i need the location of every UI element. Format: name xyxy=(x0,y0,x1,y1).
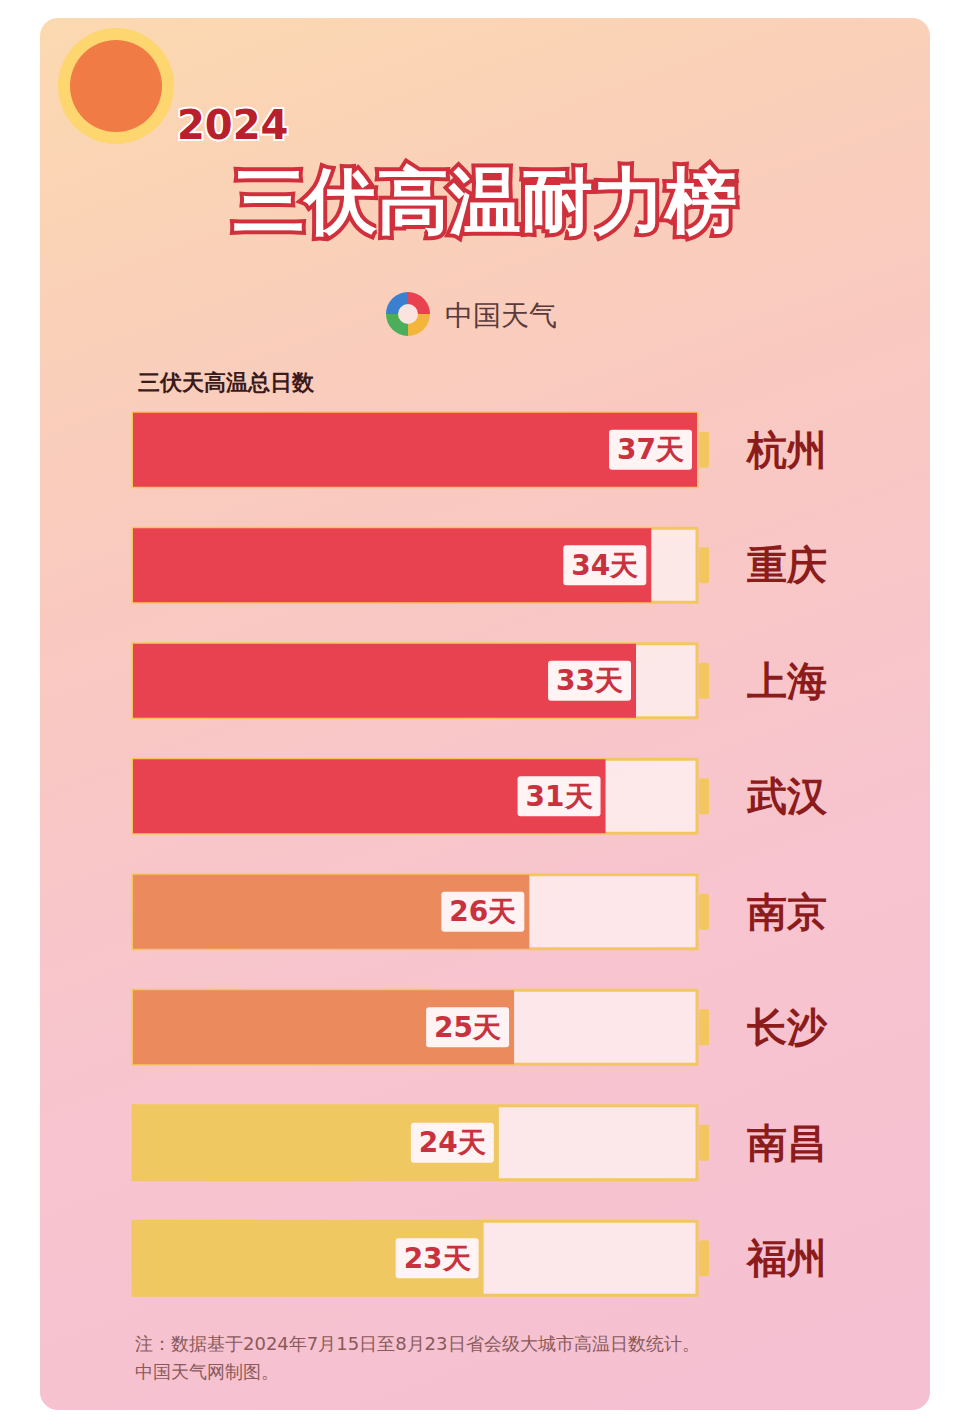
svg-text:南昌: 南昌 xyxy=(747,1120,827,1166)
svg-text:31天: 31天 xyxy=(526,780,593,813)
svg-text:注：数据基于2024年7月15日至8月23日省会级大城市高温: 注：数据基于2024年7月15日至8月23日省会级大城市高温日数统计。 xyxy=(135,1333,700,1354)
svg-text:25天: 25天 xyxy=(434,1011,501,1044)
svg-text:37天: 37天 xyxy=(617,433,684,466)
svg-text:福州: 福州 xyxy=(745,1235,827,1281)
svg-text:26天: 26天 xyxy=(449,895,516,928)
svg-text:2024: 2024 xyxy=(177,102,288,148)
svg-text:三伏高温耐力榜: 三伏高温耐力榜 xyxy=(233,159,737,243)
svg-text:34天: 34天 xyxy=(571,549,638,582)
svg-text:33天: 33天 xyxy=(556,664,623,697)
svg-text:23天: 23天 xyxy=(404,1242,471,1275)
svg-text:24天: 24天 xyxy=(419,1126,486,1159)
svg-text:长沙: 长沙 xyxy=(746,1004,828,1050)
svg-text:南京: 南京 xyxy=(747,889,827,935)
svg-text:重庆: 重庆 xyxy=(747,542,827,588)
svg-text:上海: 上海 xyxy=(747,658,827,704)
svg-text:中国天气: 中国天气 xyxy=(445,299,557,332)
svg-text:杭州: 杭州 xyxy=(745,427,827,473)
svg-text:中国天气网制图。: 中国天气网制图。 xyxy=(135,1361,279,1382)
svg-text:武汉: 武汉 xyxy=(746,773,828,819)
svg-text:三伏天高温总日数: 三伏天高温总日数 xyxy=(138,370,315,395)
